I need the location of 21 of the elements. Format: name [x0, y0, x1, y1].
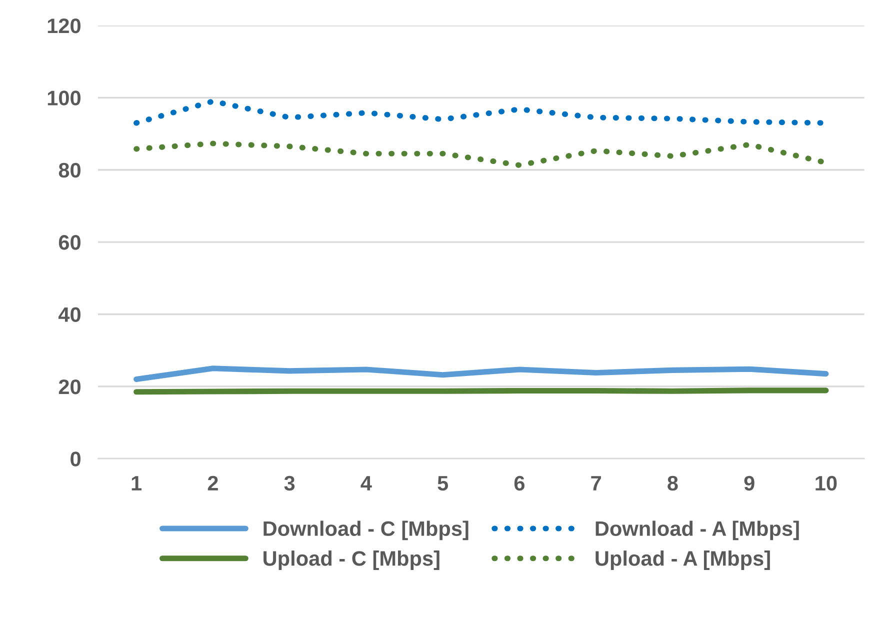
legend-label: Download - C [Mbps] — [264, 520, 468, 540]
x-tick-label: 9 — [744, 476, 754, 491]
legend-label: Download - A [Mbps] — [596, 520, 799, 540]
x-tick-label: 7 — [591, 476, 601, 490]
x-tick-label: 6 — [514, 476, 524, 491]
y-tick-label: 40 — [58, 307, 80, 322]
x-tick-label: 10 — [816, 476, 837, 491]
y-tick-label: 80 — [58, 162, 80, 178]
legend-label: Upload - C [Mbps] — [264, 550, 440, 570]
y-tick-label: 0 — [70, 452, 80, 466]
x-tick-label: 4 — [360, 476, 372, 490]
x-tick-label: 1 — [132, 476, 142, 490]
legend-label: Upload - A [Mbps] — [596, 550, 770, 570]
x-tick-label: 2 — [208, 476, 218, 490]
y-tick-label: 120 — [48, 18, 80, 34]
x-tick-label: 8 — [668, 476, 678, 491]
y-tick-label: 20 — [58, 379, 80, 394]
x-tick-label: 5 — [438, 476, 448, 491]
y-tick-label: 60 — [58, 235, 80, 250]
y-tick-label: 100 — [48, 90, 80, 106]
x-tick-label: 3 — [284, 476, 295, 491]
